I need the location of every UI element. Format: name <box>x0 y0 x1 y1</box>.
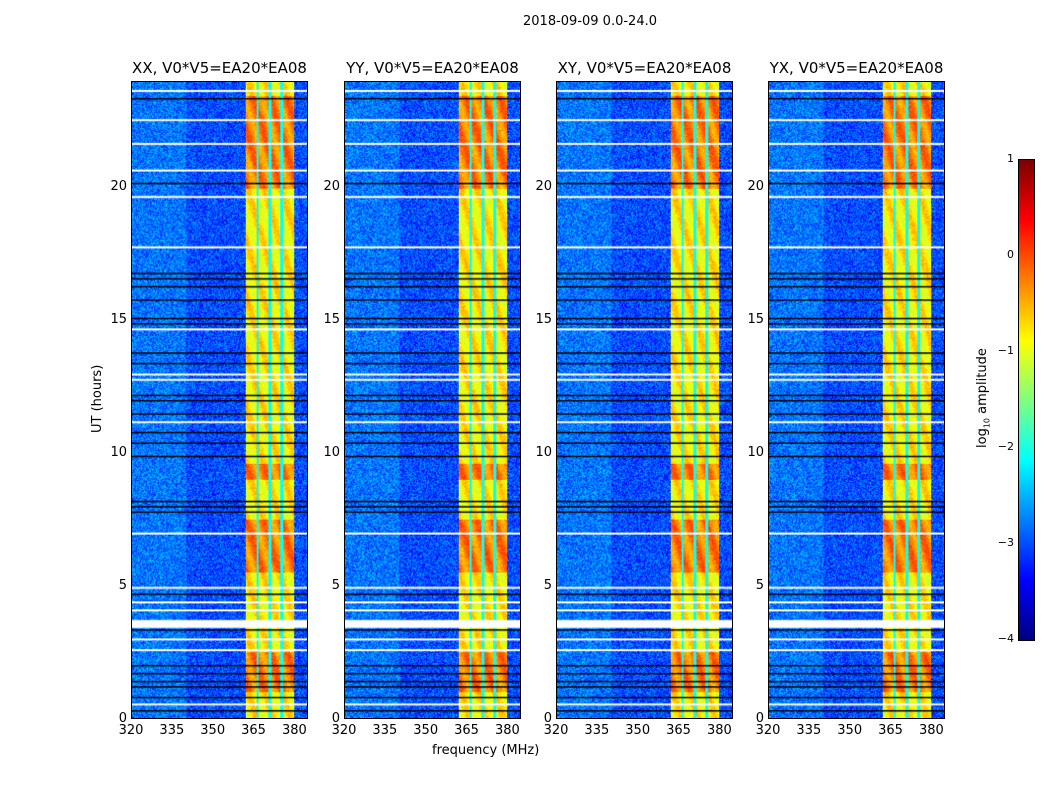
x-tick-label: 350 <box>200 723 226 738</box>
x-tick-label: 380 <box>918 723 944 738</box>
x-tick-label: 350 <box>837 723 863 738</box>
colorbar-tick-label: 1 <box>1007 152 1014 165</box>
x-tick-label: 320 <box>755 723 781 738</box>
spectrogram-heatmap <box>769 82 944 718</box>
y-tick-label: 20 <box>747 179 764 195</box>
x-tick-label: 365 <box>454 723 479 738</box>
x-axis-label: frequency (MHz) <box>432 743 540 758</box>
spectrogram-heatmap <box>345 82 520 718</box>
x-tick-label: 350 <box>625 723 651 738</box>
panel-title: XY, V0*V5=EA20*EA08 <box>557 59 732 77</box>
spectrogram-heatmap <box>557 82 732 718</box>
x-tick-label: 350 <box>413 723 439 738</box>
x-tick-label: 365 <box>878 723 903 738</box>
x-tick-label: 335 <box>159 723 185 738</box>
y-tick-label: 20 <box>535 179 552 195</box>
y-tick-label: 0 <box>755 711 764 726</box>
colorbar-gradient <box>1019 160 1034 640</box>
spectrogram-panel-xy <box>556 81 733 719</box>
x-tick-label: 380 <box>281 723 307 738</box>
y-tick-label: 15 <box>323 312 340 328</box>
x-tick-label: 320 <box>331 723 357 738</box>
x-tick-label: 380 <box>706 723 732 738</box>
y-tick-label: 10 <box>110 445 127 461</box>
y-tick-label: 15 <box>535 312 552 328</box>
x-tick-label: 335 <box>372 723 398 738</box>
x-tick-label: 335 <box>584 723 610 738</box>
colorbar-tick-label: 0 <box>1007 248 1014 261</box>
x-tick-label: 335 <box>796 723 822 738</box>
y-tick-label: 20 <box>323 179 340 195</box>
y-tick-label: 5 <box>543 578 552 594</box>
colorbar-tick-label: −1 <box>997 344 1014 357</box>
y-tick-label: 0 <box>118 711 127 726</box>
y-tick-label: 5 <box>755 578 764 594</box>
x-tick-label: 365 <box>666 723 691 738</box>
y-tick-label: 10 <box>747 445 764 461</box>
colorbar-tick-label: −2 <box>997 440 1014 453</box>
y-tick-label: 10 <box>535 445 552 461</box>
y-tick-label: 10 <box>323 445 340 461</box>
y-tick-label: 5 <box>331 578 340 594</box>
colorbar-tick-label: −3 <box>997 536 1014 549</box>
y-tick-label: 15 <box>747 312 764 328</box>
spectrogram-panel-yy <box>344 81 521 719</box>
x-tick-label: 380 <box>494 723 520 738</box>
colorbar-label: log10 amplitude <box>975 348 992 448</box>
x-tick-label: 365 <box>241 723 266 738</box>
y-axis-label: UT (hours) <box>90 364 105 433</box>
y-tick-label: 0 <box>331 711 340 726</box>
colorbar-tick-label: −4 <box>997 632 1014 645</box>
y-tick-label: 20 <box>110 179 127 195</box>
x-tick-label: 320 <box>118 723 144 738</box>
y-tick-label: 15 <box>110 312 127 328</box>
y-tick-label: 0 <box>543 711 552 726</box>
colorbar <box>1018 159 1035 641</box>
spectrogram-panel-yx <box>768 81 945 719</box>
x-tick-label: 320 <box>543 723 569 738</box>
figure-title: 2018-09-09 0.0-24.0 <box>523 14 657 29</box>
spectrogram-heatmap <box>132 82 307 718</box>
spectrogram-panel-xx <box>131 81 308 719</box>
y-tick-label: 5 <box>118 578 127 594</box>
panel-title: XX, V0*V5=EA20*EA08 <box>132 59 307 77</box>
panel-title: YX, V0*V5=EA20*EA08 <box>769 59 944 77</box>
panel-title: YY, V0*V5=EA20*EA08 <box>346 59 519 77</box>
